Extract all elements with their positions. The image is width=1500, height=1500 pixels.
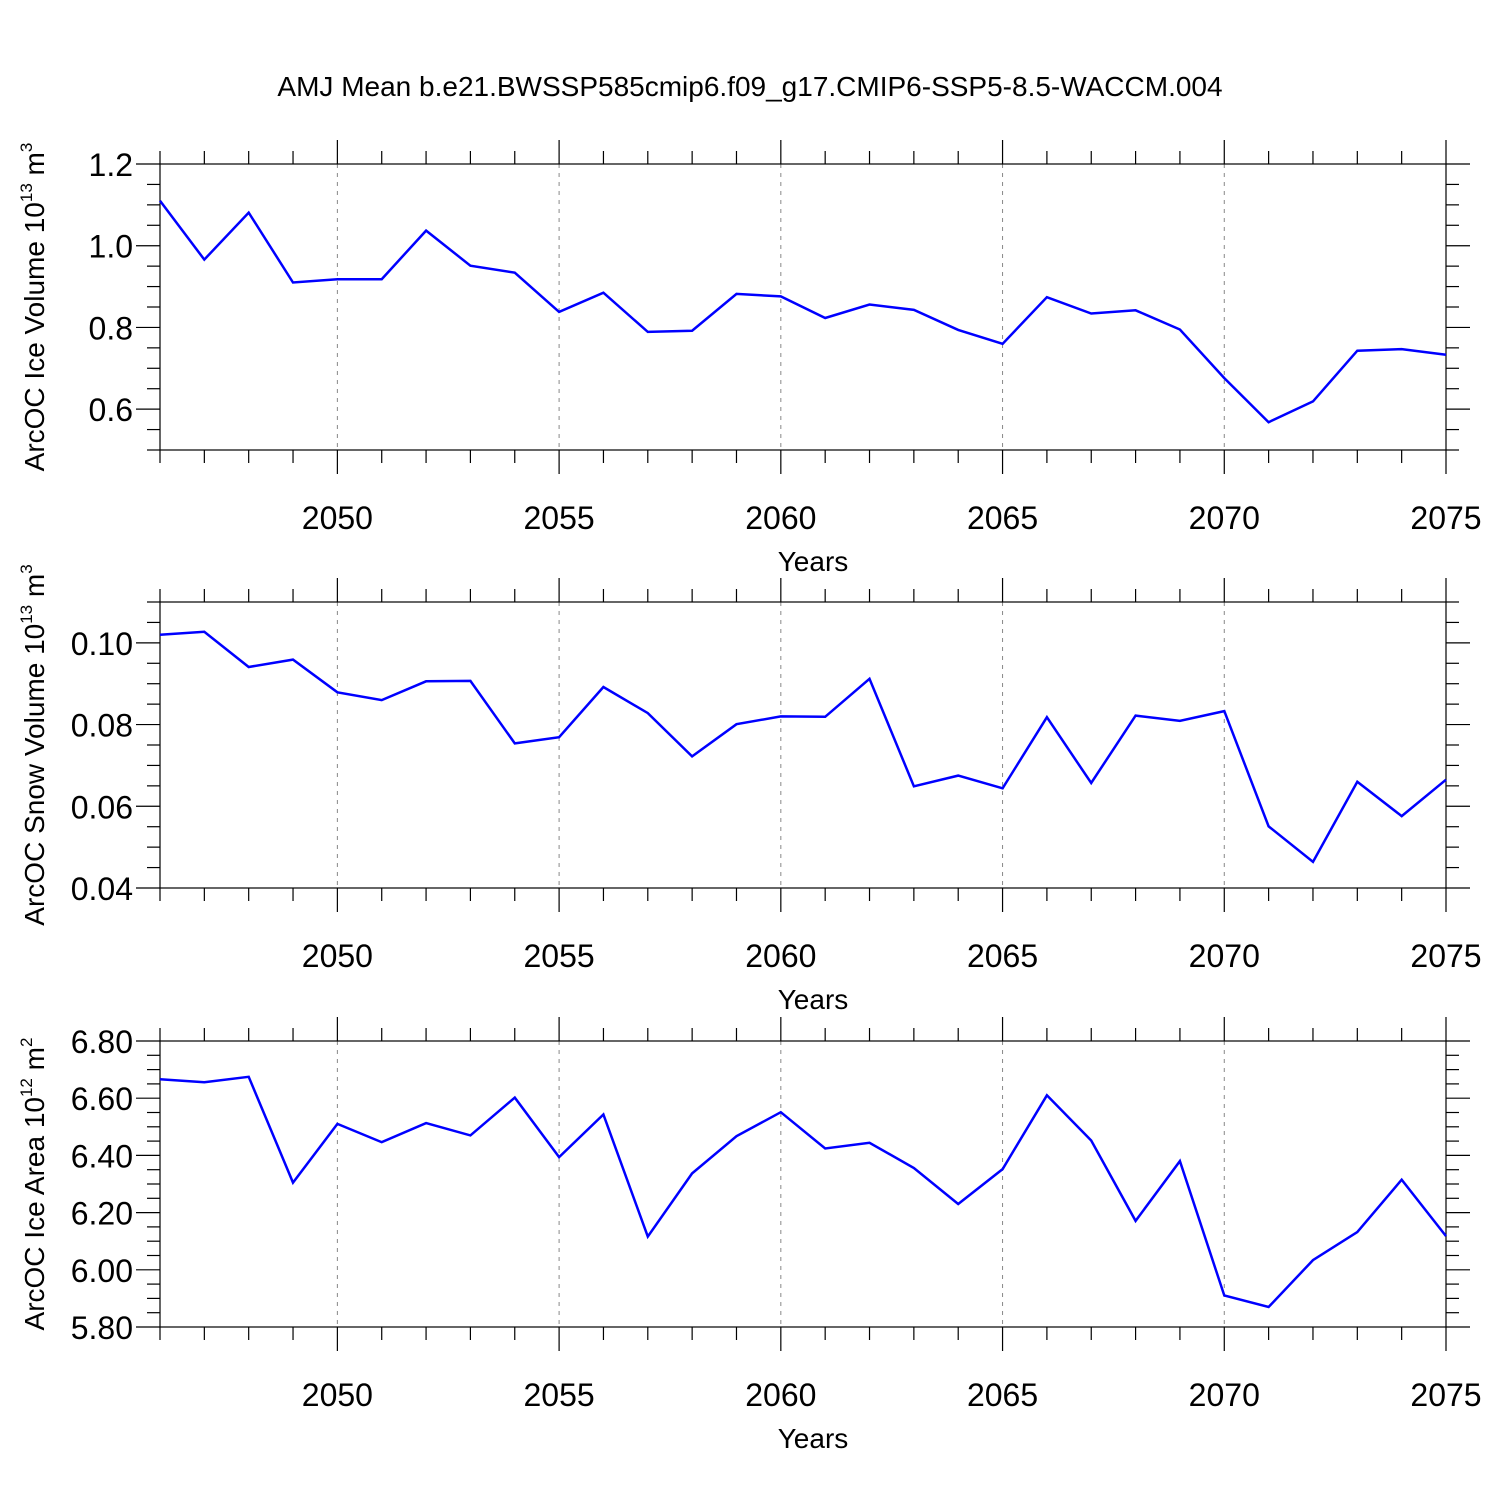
x-tick-label: 2060 bbox=[745, 1377, 816, 1413]
y-axis-label-exponent: 13 bbox=[17, 605, 36, 624]
y-axis-label-text: ArcOC Ice Area 10 bbox=[19, 1097, 50, 1330]
series-line bbox=[159, 200, 1447, 424]
y-axis-label-exponent: 12 bbox=[17, 1078, 36, 1097]
x-tick-label: 2050 bbox=[302, 938, 373, 974]
x-tick-label: 2065 bbox=[967, 1377, 1038, 1413]
x-tick-label: 2060 bbox=[745, 938, 816, 974]
y-axis-label: ArcOC Ice Area 1012 m2 bbox=[17, 1038, 50, 1331]
series-line bbox=[159, 630, 1447, 864]
x-tick-label: 2065 bbox=[967, 938, 1038, 974]
x-axis-label: Years bbox=[778, 984, 849, 1015]
chart-panels: 2050 2055 2060 2065 2070 2075 0.6 0.8 1.0 1.2 Year… bbox=[17, 140, 1482, 1454]
y-tick-label: 6.60 bbox=[71, 1081, 133, 1117]
y-tick-label: 0.6 bbox=[89, 392, 133, 428]
x-tick-label: 2050 bbox=[302, 1377, 373, 1413]
x-tick-label: 2055 bbox=[524, 500, 595, 536]
x-tick-label: 2060 bbox=[745, 500, 816, 536]
x-axis-label: Years bbox=[778, 1423, 849, 1454]
y-tick-label: 6.40 bbox=[71, 1138, 133, 1174]
plot-frame bbox=[159, 601, 1447, 889]
y-axis-label-unit-exponent: 3 bbox=[17, 564, 36, 573]
y-tick-label: 0.08 bbox=[71, 708, 133, 744]
y-tick-label: 6.20 bbox=[71, 1196, 133, 1232]
x-tick-label: 2065 bbox=[967, 500, 1038, 536]
y-axis-label-text: ArcOC Snow Volume 10 bbox=[19, 624, 50, 926]
panel-2: 2050 2055 2060 2065 2070 2075 0.04 0.06 0.08 0.10… bbox=[17, 564, 1482, 1015]
y-axis-label-unit: m bbox=[19, 574, 50, 605]
y-axis-label-unit: m bbox=[19, 1047, 50, 1078]
y-tick-label: 5.80 bbox=[71, 1310, 133, 1346]
x-axis-label: Years bbox=[778, 546, 849, 577]
y-tick-label: 0.8 bbox=[89, 310, 133, 346]
x-tick-label: 2070 bbox=[1189, 938, 1260, 974]
x-tick-label: 2075 bbox=[1410, 500, 1481, 536]
x-tick-label: 2070 bbox=[1189, 1377, 1260, 1413]
y-axis-label-unit-exponent: 2 bbox=[17, 1038, 36, 1047]
y-tick-label: 0.10 bbox=[71, 626, 133, 662]
plot-frame bbox=[159, 1040, 1447, 1328]
y-tick-label: 1.2 bbox=[89, 147, 133, 183]
x-tick-label: 2055 bbox=[524, 1377, 595, 1413]
panel-1: 2050 2055 2060 2065 2070 2075 0.6 0.8 1.0 1.2 Year… bbox=[17, 140, 1482, 577]
x-tick-label: 2070 bbox=[1189, 500, 1260, 536]
x-tick-label: 2055 bbox=[524, 938, 595, 974]
x-tick-label: 2050 bbox=[302, 500, 373, 536]
panel-3: 2050 2055 2060 2065 2070 2075 5.80 6.00 6.20 6.40… bbox=[17, 1017, 1482, 1454]
x-tick-label: 2075 bbox=[1410, 1377, 1481, 1413]
y-axis-label: ArcOC Ice Volume 1013 m3 bbox=[17, 143, 50, 472]
y-tick-label: 0.04 bbox=[71, 871, 133, 907]
y-axis-label: ArcOC Snow Volume 1013 m3 bbox=[17, 564, 50, 925]
y-tick-label: 6.00 bbox=[71, 1253, 133, 1289]
y-axis-label-unit-exponent: 3 bbox=[17, 143, 36, 152]
y-axis-label-text: ArcOC Ice Volume 10 bbox=[19, 202, 50, 471]
y-axis-label-exponent: 13 bbox=[17, 183, 36, 202]
y-tick-label: 1.0 bbox=[89, 229, 133, 265]
y-axis-label-unit: m bbox=[19, 152, 50, 183]
series-line bbox=[159, 1075, 1447, 1309]
x-tick-label: 2075 bbox=[1410, 938, 1481, 974]
y-tick-label: 6.80 bbox=[71, 1024, 133, 1060]
y-tick-label: 0.06 bbox=[71, 789, 133, 825]
chart-title: AMJ Mean b.e21.BWSSP585cmip6.f09_g17.CMI… bbox=[277, 71, 1222, 102]
